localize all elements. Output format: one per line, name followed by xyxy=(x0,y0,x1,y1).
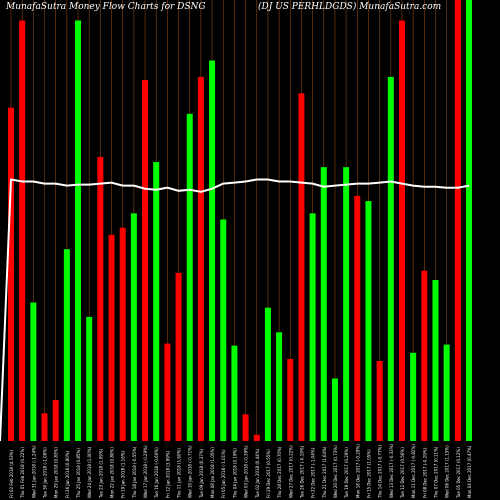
money-flow-bar xyxy=(231,345,238,441)
money-flow-bar xyxy=(454,0,461,441)
money-flow-bar xyxy=(410,352,417,441)
x-tick-label: Fri 02 Feb 2018 (4.53%) xyxy=(9,450,14,498)
x-tick-label: Wed 06 Dec 2017 (1.15%) xyxy=(445,445,450,498)
x-tick-label: Thu 18 Jan 2018 (-0.55%) xyxy=(132,446,137,499)
x-tick-label: Thu 28 Dec 2017 (0.70%) xyxy=(277,446,282,499)
chart-title: MunafaSutra Money Flow Charts for DSNG xyxy=(6,2,206,12)
money-flow-bar xyxy=(421,270,428,441)
x-tick-label: Wed 24 Jan 2018 (1.00%) xyxy=(87,446,92,498)
x-tick-label: Tue 02 Jan 2018 (0.44%) xyxy=(255,448,260,499)
money-flow-bar xyxy=(398,20,405,441)
money-flow-bar xyxy=(354,195,361,441)
money-flow-bar xyxy=(220,219,227,441)
money-flow-bar xyxy=(108,234,115,441)
x-tick-label: Wed 31 Jan 2018 (-1.24%) xyxy=(31,445,36,498)
money-flow-bar xyxy=(443,344,450,441)
x-tick-label: Tue 23 Jan 2018 (1.09%) xyxy=(98,448,103,499)
x-tick-label: Fri 05 Jan 2018 (-1.01%) xyxy=(221,449,226,498)
money-flow-bar xyxy=(97,156,104,442)
money-flow-bar xyxy=(309,213,316,441)
money-flow-bar xyxy=(175,272,182,441)
money-flow-bar xyxy=(298,93,305,441)
money-flow-bar xyxy=(276,332,283,441)
x-tick-label: Fri 19 Jan 2018 (1.16%) xyxy=(121,450,126,498)
x-tick-label: Wed 13 Dec 2017 (-0.33%) xyxy=(389,443,394,498)
money-flow-bar xyxy=(41,413,48,441)
money-flow-bar xyxy=(30,302,37,441)
money-flow-bar xyxy=(287,358,294,441)
money-flow-bar xyxy=(75,20,82,441)
x-tick-label: Thu 07 Dec 2017 (0.11%) xyxy=(434,446,439,499)
x-tick-label: Thu 21 Dec 2017 (1.64%) xyxy=(322,446,327,499)
money-flow-bar xyxy=(253,434,260,441)
money-flow-bar xyxy=(432,279,439,441)
x-tick-label: Wed 27 Dec 2017 (0.22%) xyxy=(288,445,293,498)
money-flow-bar xyxy=(119,227,126,441)
x-tick-label: Fri 08 Dec 2017 (-0.29%) xyxy=(422,447,427,498)
x-tick-label: Tue 26 Dec 2017 (-0.19%) xyxy=(299,445,304,499)
x-tick-label: Tue 09 Jan 2018 (0.37%) xyxy=(199,448,204,499)
money-flow-bar xyxy=(387,76,394,441)
money-flow-bar xyxy=(242,414,249,441)
x-tick-label: Wed 10 Jan 2018 (-0.71%) xyxy=(188,445,193,498)
money-flow-bar xyxy=(142,79,149,441)
x-tick-label: Fri 22 Dec 2017 (-1.04%) xyxy=(311,447,316,498)
money-flow-bar xyxy=(130,213,137,441)
x-tick-label: Thu 01 Feb 2018 (0.22%) xyxy=(20,447,25,499)
money-flow-bar xyxy=(209,60,216,441)
x-tick-label: Mon 04 Dec 2017 (0.47%) xyxy=(467,445,472,498)
x-tick-label: Tue 16 Jan 2018 (-0.60%) xyxy=(154,447,159,499)
x-tick-label: Thu 04 Jan 2018 (0.19%) xyxy=(232,448,237,499)
money-flow-bar xyxy=(153,162,160,441)
money-flow-bar xyxy=(86,316,93,441)
x-tick-label: Thu 14 Dec 2017 (-0.77%) xyxy=(378,445,383,499)
money-flow-bar xyxy=(365,201,372,441)
x-tick-label: Tue 12 Dec 2017 (0.56%) xyxy=(400,447,405,499)
chart-subtitle: (DJ US PERHLDGDS) MunafaSutra.com xyxy=(258,2,442,12)
money-flow-bar xyxy=(197,76,204,441)
money-flow-bar xyxy=(164,343,171,441)
money-flow-bar xyxy=(376,361,383,441)
x-tick-label: Thu 11 Jan 2018 (1.60%) xyxy=(177,448,182,499)
x-tick-label: Fri 12 Jan 2018 (3.99%) xyxy=(165,450,170,498)
money-flow-bar xyxy=(8,107,14,442)
money-flow-line xyxy=(0,178,470,442)
money-flow-bar xyxy=(264,307,271,441)
money-flow-bar xyxy=(331,378,338,441)
x-tick-label: Tue 05 Dec 2017 (0.12%) xyxy=(456,447,461,499)
money-flow-bar xyxy=(186,113,193,441)
money-flow-bar xyxy=(52,399,59,441)
x-tick-label: Thu 25 Jan 2018 (0.85%) xyxy=(76,448,81,499)
x-tick-label: Mon 22 Jan 2018 (0.80%) xyxy=(110,447,115,498)
x-tick-label: Tue 30 Jan 2018 (-1.09%) xyxy=(43,447,48,499)
x-tick-labels: Fri 02 Feb 2018 (4.53%) Thu 01 Feb 2018 (… xyxy=(9,443,472,499)
bars xyxy=(8,0,472,442)
x-tick-label: Mon 29 Jan 2018 (0.83%) xyxy=(54,447,59,498)
flow-line-layer xyxy=(0,178,470,442)
x-tick-label: Mon 18 Dec 2017 (-0.29%) xyxy=(355,444,360,498)
money-flow-bar xyxy=(320,167,327,441)
x-tick-label: Wed 03 Jan 2018 (-0.39%) xyxy=(244,445,249,498)
x-tick-label: Mon 11 Dec 2017 (-0.82%) xyxy=(411,444,416,498)
x-tick-label: Mon 08 Jan 2018 (1.05%) xyxy=(210,447,215,498)
x-tick-label: Fri 29 Dec 2017 (0.55%) xyxy=(266,449,271,498)
x-tick-label: Fri 15 Dec 2017 (1.05%) xyxy=(367,449,372,498)
x-tick-label: Tue 19 Dec 2017 (0.29%) xyxy=(344,447,349,499)
x-tick-label: Fri 26 Jan 2018 (0.80%) xyxy=(65,450,70,498)
money-flow-bar xyxy=(19,20,26,441)
money-flow-bar xyxy=(466,0,472,441)
money-flow-bar xyxy=(343,167,350,441)
money-flow-bar xyxy=(63,249,70,441)
x-tick-label: Wed 20 Dec 2017 (0.73%) xyxy=(333,445,338,498)
x-tick-label: Wed 17 Jan 2018 (-0.29%) xyxy=(143,445,148,498)
